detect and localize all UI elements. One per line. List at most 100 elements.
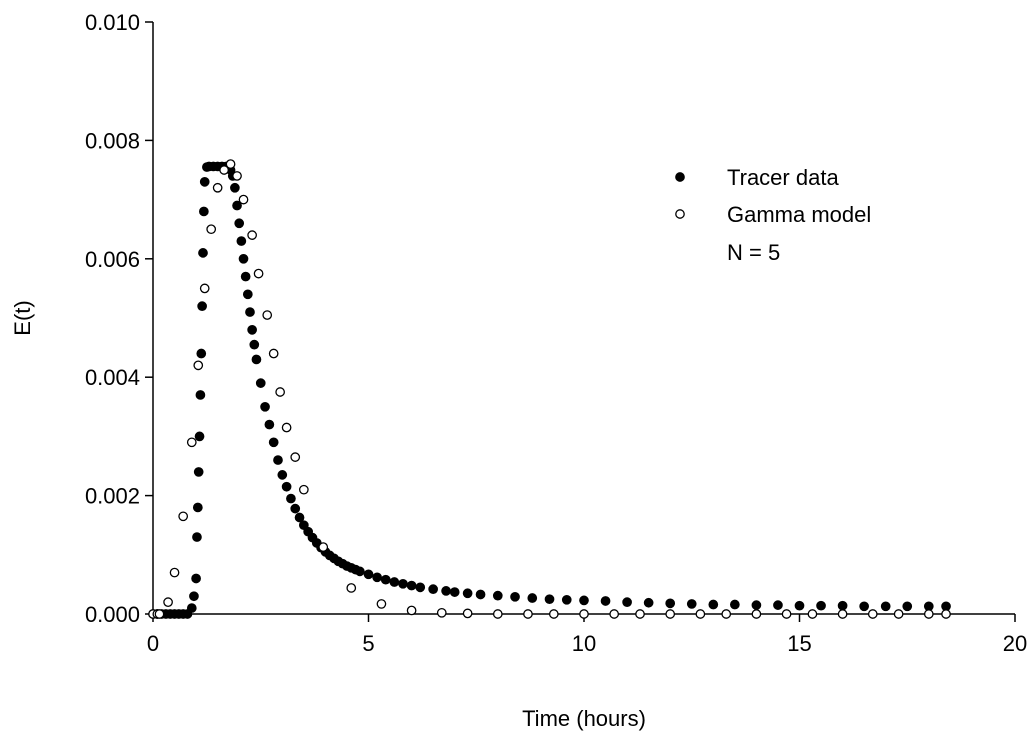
data-point (781, 609, 792, 619)
data-point (196, 348, 207, 359)
data-point (318, 542, 329, 552)
data-point (415, 582, 426, 593)
data-point (363, 569, 374, 580)
data-point (695, 609, 706, 619)
data-point (635, 609, 645, 619)
data-point (721, 609, 732, 619)
legend: Tracer data Gamma model N = 5 (675, 165, 871, 265)
data-point (290, 452, 301, 462)
data-point (206, 224, 217, 235)
data-point (355, 566, 365, 577)
legend-marker-tracer-data (675, 172, 685, 182)
ticks: 0.000 0.002 0.004 0.006 0.008 0.010 0 5 10 15 20 (85, 10, 1027, 656)
data-point (622, 597, 632, 608)
data-point (163, 597, 173, 608)
data-point (191, 573, 201, 584)
data-point (380, 574, 391, 585)
data-point (376, 599, 387, 609)
data-point (708, 599, 719, 610)
data-point (186, 603, 197, 613)
data-point (449, 587, 460, 597)
data-point (290, 503, 301, 514)
legend-marker-gamma-model (675, 209, 685, 219)
x-tick-label: 15 (787, 631, 811, 656)
data-point (197, 301, 207, 312)
data-point (238, 253, 249, 264)
data-point (247, 230, 257, 240)
series-layer (148, 159, 951, 619)
data-point (240, 271, 251, 282)
data-point (880, 601, 891, 612)
y-tick-label: 0.010 (85, 10, 140, 35)
data-point (232, 171, 242, 181)
data-point (462, 608, 473, 619)
data-point (751, 600, 762, 610)
data-point (195, 390, 206, 400)
data-point (247, 324, 257, 335)
series-gamma-model (148, 159, 951, 619)
data-point (548, 609, 559, 619)
data-point (665, 609, 676, 619)
data-point (225, 159, 236, 169)
data-point (643, 597, 654, 608)
data-point (154, 609, 165, 619)
data-point (346, 583, 357, 593)
data-point (193, 467, 204, 477)
annotation-n: N = 5 (727, 240, 780, 265)
data-point (264, 419, 275, 430)
x-tick-label: 20 (1003, 631, 1027, 656)
data-point (428, 584, 438, 594)
legend-label-gamma-model: Gamma model (727, 202, 871, 227)
data-point (234, 218, 245, 229)
data-point (837, 600, 848, 611)
data-point (249, 339, 260, 350)
data-point (510, 591, 520, 602)
y-axis-title: E(t) (10, 300, 35, 335)
data-point (219, 165, 229, 175)
data-point (189, 591, 199, 602)
data-point (686, 599, 697, 609)
series-tracer-data (148, 161, 951, 619)
data-point (561, 594, 572, 605)
data-point (260, 401, 270, 412)
data-point (475, 589, 486, 600)
data-point (527, 593, 538, 603)
x-tick-label: 10 (572, 631, 596, 656)
data-point (579, 595, 589, 606)
data-point (544, 594, 555, 605)
data-point (199, 283, 210, 294)
data-point (253, 268, 264, 279)
data-point (286, 493, 296, 504)
data-point (245, 307, 255, 317)
data-point (462, 588, 473, 599)
data-point (212, 182, 223, 193)
x-tick-label: 5 (362, 631, 374, 656)
data-point (192, 502, 203, 513)
data-point (230, 182, 240, 193)
data-point (273, 455, 283, 465)
data-point (298, 520, 309, 531)
data-point (859, 601, 870, 612)
data-point (441, 586, 451, 596)
data-point (523, 609, 533, 619)
data-point (867, 609, 878, 619)
data-point (199, 176, 210, 187)
data-point (186, 437, 197, 448)
data-point (941, 609, 951, 619)
data-point (262, 310, 273, 320)
y-tick-label: 0.004 (85, 365, 140, 390)
legend-label-tracer-data: Tracer data (727, 165, 839, 190)
data-point (198, 248, 208, 258)
data-point (199, 206, 209, 217)
data-point (268, 437, 279, 448)
data-point (294, 512, 305, 523)
x-tick-label: 0 (147, 631, 159, 656)
data-point (242, 289, 253, 300)
data-point (436, 607, 447, 618)
y-tick-label: 0.002 (85, 484, 140, 509)
data-point (579, 609, 589, 619)
data-point (275, 387, 285, 397)
data-point (893, 609, 904, 619)
data-point (232, 200, 242, 211)
data-point (389, 577, 400, 587)
